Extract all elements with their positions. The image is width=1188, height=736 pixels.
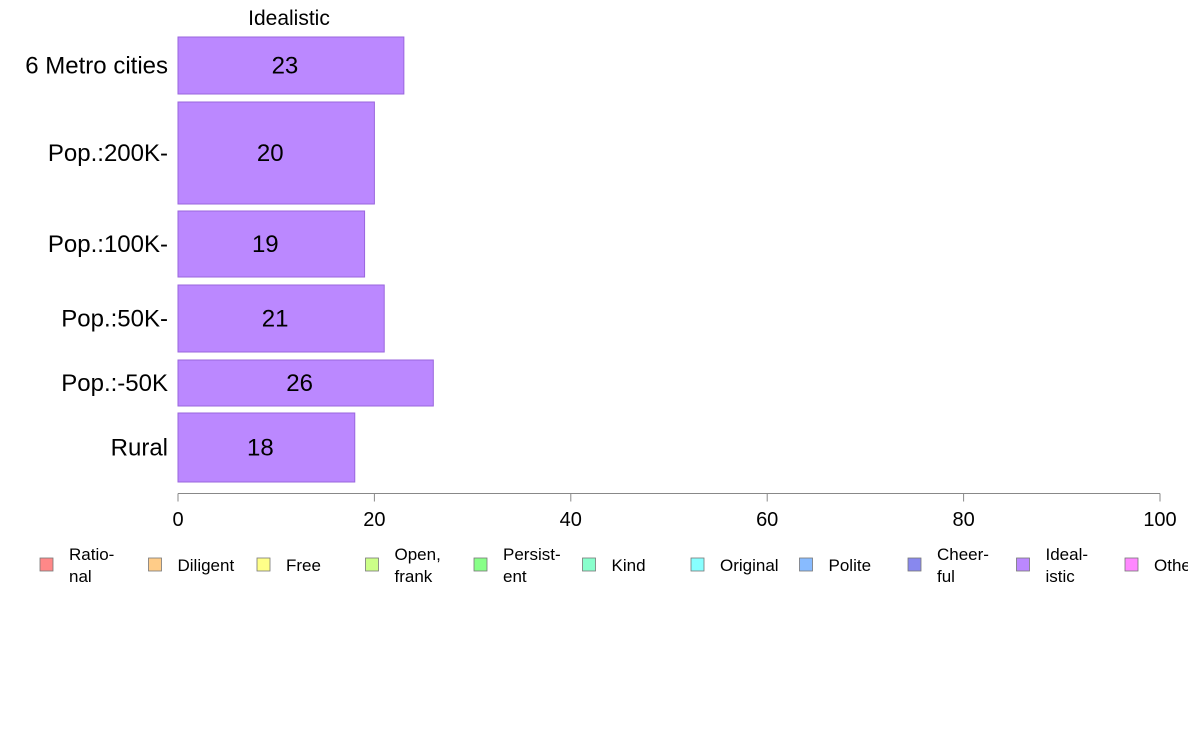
chart-title: Idealistic xyxy=(248,7,330,30)
legend-swatch xyxy=(1124,557,1139,572)
category-label: Pop.:-50K xyxy=(61,370,168,397)
legend-swatch xyxy=(1016,557,1030,572)
bar-value-label: 23 xyxy=(272,53,299,80)
x-tick-label: 100 xyxy=(1143,509,1176,531)
bar xyxy=(177,412,356,483)
x-tick-label: 20 xyxy=(363,509,385,531)
legend: Ratio-nal Diligent Free Open, frank Persist-e… xyxy=(39,545,1188,586)
legend-label: Original xyxy=(720,556,779,575)
category-label: 6 Metro cities xyxy=(25,53,168,80)
bar-value-label: 19 xyxy=(252,231,279,258)
category-label: Pop.:50K- xyxy=(61,306,168,333)
legend-swatch xyxy=(799,557,813,572)
legend-label: ful xyxy=(937,567,955,586)
x-axis: 0 20 40 60 80 100 xyxy=(172,493,1177,531)
x-tick-label: 60 xyxy=(756,509,778,531)
legend-label: Ideal- xyxy=(1046,545,1089,564)
bars-layer: 23 6 Metro cities 20 Pop.:200K- 19 Pop.:100K-… xyxy=(25,36,434,483)
category-label: Pop.:100K- xyxy=(48,231,168,258)
bar xyxy=(177,101,375,205)
x-tick-label: 0 xyxy=(172,509,183,531)
x-tick-label: 40 xyxy=(560,509,582,531)
legend-label: Persist- xyxy=(503,545,561,564)
bar-value-label: 20 xyxy=(257,140,284,167)
bar xyxy=(177,359,434,407)
bar-value-label: 21 xyxy=(262,306,289,333)
legend-label: frank xyxy=(395,567,433,586)
legend-swatch xyxy=(39,557,54,572)
legend-label: ent xyxy=(503,567,527,586)
legend-swatch xyxy=(256,557,271,572)
legend-label: Ratio- xyxy=(69,545,114,564)
category-label: Rural xyxy=(111,435,168,462)
legend-swatch xyxy=(148,557,162,572)
legend-swatch xyxy=(582,557,596,572)
legend-label: Kind xyxy=(612,556,646,575)
legend-label: nal xyxy=(69,567,92,586)
legend-label: Others xyxy=(1154,556,1188,575)
bar xyxy=(177,36,405,95)
legend-swatch xyxy=(690,557,705,572)
legend-label: Open, xyxy=(395,545,441,564)
legend-swatch xyxy=(473,557,488,572)
category-label: Pop.:200K- xyxy=(48,140,168,167)
x-tick-label: 80 xyxy=(952,509,974,531)
bar xyxy=(177,210,366,278)
legend-swatch xyxy=(907,557,922,572)
bar xyxy=(177,284,385,353)
legend-label: istic xyxy=(1046,567,1076,586)
legend-label: Polite xyxy=(829,556,872,575)
legend-label: Free xyxy=(286,556,321,575)
legend-label: Diligent xyxy=(178,556,235,575)
bar-value-label: 18 xyxy=(247,435,274,462)
legend-swatch xyxy=(365,557,379,572)
bar-value-label: 26 xyxy=(286,370,313,397)
legend-label: Cheer- xyxy=(937,545,989,564)
